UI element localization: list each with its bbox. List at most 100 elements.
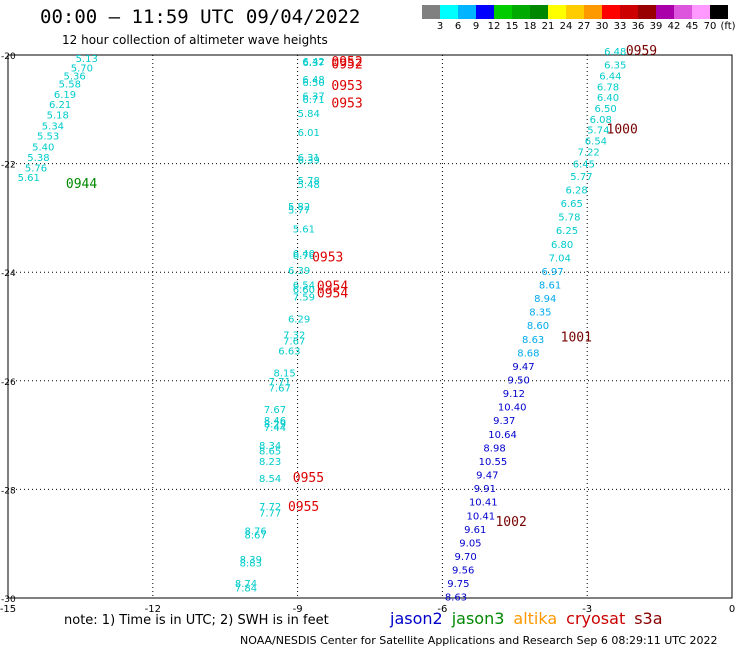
swh-value-label: 7.44	[264, 423, 286, 434]
swh-value-label: 8.15	[273, 368, 295, 379]
swh-value-label: 9.91	[474, 484, 496, 495]
swh-value-label: 7.77	[259, 509, 281, 520]
y-tick-label: -24	[1, 269, 16, 279]
swh-value-label: 6.60	[293, 285, 315, 296]
colorbar-swatch	[548, 5, 566, 19]
swh-value-label: 6.28	[565, 185, 587, 196]
swh-value-label: 8.68	[517, 348, 539, 359]
swh-value-label: 5.78	[558, 213, 580, 224]
colorbar-swatch	[422, 5, 440, 19]
x-tick-label: -6	[437, 604, 447, 615]
swh-value-label: 6.01	[298, 128, 320, 139]
swh-value-label: 6.50	[302, 78, 324, 89]
swh-value-label: 10.64	[488, 430, 517, 441]
swh-value-label: 10.41	[467, 511, 496, 522]
colorbar-label: 39	[649, 21, 663, 32]
x-tick-label: 0	[729, 604, 735, 615]
swh-value-label: 7.67	[283, 336, 305, 347]
pass-time-label: 0954	[317, 287, 348, 302]
swh-value-label: 8.54	[259, 474, 281, 485]
colorbar-swatch	[476, 5, 494, 19]
swh-value-label: 5.77	[288, 206, 310, 217]
satellite-legend-cryosat: cryosat	[566, 609, 626, 628]
pass-time-label: 1000	[607, 123, 638, 138]
swh-value-label: 8.46	[264, 416, 286, 427]
swh-value-label: 8.76	[245, 526, 267, 537]
swh-value-label: 7.71	[269, 377, 291, 388]
colorbar-swatch	[458, 5, 476, 19]
y-tick-label: -20	[1, 52, 16, 62]
wave-height-colorbar	[422, 5, 728, 19]
pass-time-label: 0953	[331, 79, 362, 94]
swh-value-label: 5.13	[76, 54, 98, 65]
swh-value-label: 6.08	[590, 115, 612, 126]
pass-time-label: 0952	[331, 58, 362, 73]
swh-value-label: 6.78	[597, 82, 619, 93]
swh-value-label: 7.32	[283, 330, 305, 341]
swh-value-label: 6.65	[561, 199, 583, 210]
swh-value-label: 6.63	[278, 347, 300, 358]
swh-value-label: 5.40	[32, 143, 54, 154]
swh-value-label: 7.67	[264, 405, 286, 416]
swh-value-label: 6.54	[585, 137, 607, 148]
swh-value-label: 7.59	[293, 292, 315, 303]
colorbar-label: 30	[595, 21, 609, 32]
colorbar-label: (ft)	[720, 21, 736, 32]
swh-value-label: 5.18	[47, 111, 69, 122]
colorbar-label: 12	[487, 21, 501, 32]
colorbar-label: 6	[454, 21, 462, 32]
pass-time-label: 0953	[331, 97, 362, 112]
swh-value-label: 7.22	[578, 147, 600, 158]
swh-value-label: 8.83	[240, 559, 262, 570]
satellite-legend-altika: altika	[513, 609, 558, 628]
swh-value-label: 7.04	[549, 253, 571, 264]
colorbar-label: 3	[436, 21, 444, 32]
swh-value-label: 6.48	[302, 75, 324, 86]
page-title: 00:00 – 11:59 UTC 09/04/2022	[40, 6, 361, 28]
pass-time-label: 0952	[331, 55, 362, 70]
swh-value-label: 5.74	[587, 126, 609, 137]
colorbar-label: 18	[523, 21, 537, 32]
swh-value-label: 6.29	[288, 315, 310, 326]
swh-value-label: 6.80	[551, 240, 573, 251]
swh-value-label: 6.54	[293, 280, 315, 291]
units-note: note: 1) Time is in UTC; 2) SWH is in fe…	[64, 613, 329, 628]
swh-value-label: 10.55	[479, 457, 508, 468]
swh-value-label: 7.67	[269, 384, 291, 395]
swh-value-label: 6.71	[302, 95, 324, 106]
colorbar-label: 9	[472, 21, 480, 32]
swh-value-label: 6.45	[573, 159, 595, 170]
swh-value-label: 8.34	[259, 441, 281, 452]
swh-value-label: 6.44	[599, 71, 621, 82]
swh-value-label: 8.39	[240, 555, 262, 566]
swh-value-label: 5.61	[18, 173, 40, 184]
swh-value-label: 6.31	[298, 153, 320, 164]
swh-value-label: 10.41	[469, 498, 498, 509]
satellite-legend: jason2 jason3 altika cryosat s3a	[390, 609, 672, 628]
swh-value-label: 8.29	[264, 419, 286, 430]
swh-value-label: 6.21	[49, 100, 71, 111]
swh-value-label: 7.72	[259, 502, 281, 513]
swh-value-label: 6.37	[302, 58, 324, 69]
satellite-legend-s3a: s3a	[634, 609, 663, 628]
swh-value-label: 8.65	[259, 447, 281, 458]
colorbar-swatch	[584, 5, 602, 19]
colorbar-label: 33	[613, 21, 627, 32]
colorbar-label: 70	[703, 21, 717, 32]
plot-frame	[7, 54, 733, 599]
swh-value-label: 6.48	[604, 47, 626, 58]
colorbar-swatch	[620, 5, 638, 19]
swh-value-label: 9.37	[493, 416, 515, 427]
x-tick-label: -3	[582, 604, 592, 615]
swh-value-label: 7.84	[235, 583, 257, 594]
y-tick-label: -30	[1, 595, 16, 605]
swh-value-label: 6.76	[293, 251, 315, 262]
swh-value-label: 5.78	[298, 176, 320, 187]
colorbar-label: 36	[631, 21, 645, 32]
swh-value-label: 9.47	[476, 471, 498, 482]
swh-value-label: 5.58	[59, 80, 81, 91]
swh-value-label: 5.34	[42, 121, 64, 132]
colorbar-swatch	[440, 5, 458, 19]
swh-value-label: 6.50	[594, 104, 616, 115]
